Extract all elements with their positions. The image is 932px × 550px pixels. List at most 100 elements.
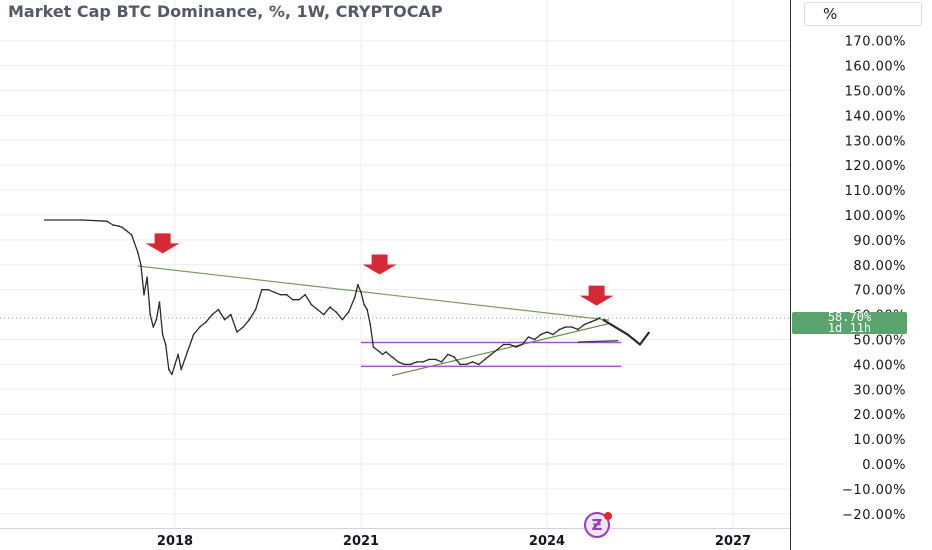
red-arrow-marker [145,233,180,254]
data-point [177,353,179,356]
notification-dot-icon [604,512,612,520]
data-point [360,291,362,294]
data-point [323,313,325,316]
data-point [211,313,213,316]
data-point [378,351,381,353]
data-point [564,326,567,328]
data-point [347,311,350,313]
data-point [230,313,232,316]
y-tick-label: 110.00% [845,184,906,199]
y-tick-label: 140.00% [845,109,906,124]
x-tick-label: 2027 [715,534,751,549]
data-point [381,353,384,356]
data-point [292,298,294,301]
data-point [267,288,269,291]
annotations [0,265,790,377]
data-point [434,358,437,361]
data-point [357,283,359,286]
data-point [571,326,573,328]
red-arrow-marker [579,285,614,306]
data-point [595,318,598,321]
data-point [248,318,251,321]
projection-flag-line [577,340,619,343]
data-point [279,293,282,296]
red-arrow-marker [362,254,397,275]
data-point [316,308,319,311]
y-tick-label: 20.00% [853,408,906,423]
data-point [298,298,300,301]
data-point [372,346,375,348]
data-point [304,293,307,296]
x-tick-label: 2018 [157,534,193,549]
data-point [589,321,592,323]
data-point [186,351,189,353]
data-point [341,318,344,321]
data-point [180,368,182,371]
data-point [137,251,139,254]
data-point [385,351,387,353]
y-tick-label: −10.00% [842,483,906,498]
data-point [164,343,167,346]
data-point [199,326,201,328]
data-point [236,331,238,333]
data-point [106,220,108,222]
data-point [440,361,443,363]
data-point [152,326,155,328]
data-point [118,225,120,227]
support-trendline [391,323,610,377]
data-point [143,293,145,296]
data-point [81,219,83,221]
data-point [124,229,127,231]
unit-button[interactable]: % [804,2,922,26]
y-tick-label: 150.00% [845,85,906,100]
y-tick-label: −20.00% [842,508,906,523]
y-tick-label: 170.00% [845,35,906,50]
data-point [130,234,133,236]
data-point [397,361,400,363]
data-point [161,333,164,336]
data-point [409,363,412,366]
current-price-label: 58.70% 1d 11h [792,310,907,334]
data-point [354,296,356,299]
data-point [403,363,406,366]
y-tick-label: 80.00% [853,259,906,274]
data-point [261,288,263,291]
data-point [310,303,313,306]
data-point [577,328,579,331]
data-point [509,343,511,346]
data-point [471,361,474,363]
data-point [254,308,257,311]
grid [0,0,790,528]
data-point [168,368,170,371]
data-point [583,323,585,326]
data-point [502,343,505,346]
data-point [484,358,486,361]
data-point [158,301,161,303]
y-tick-label: 10.00% [853,433,906,448]
data-point [335,311,338,313]
data-point [242,326,244,328]
data-point [192,333,195,336]
y-tick-label: 0.00% [862,458,906,473]
data-point [598,317,601,319]
data-point [515,346,517,348]
series [44,219,601,376]
data-point [478,363,480,366]
data-point [533,338,536,341]
data-point [546,331,548,333]
resistance-trendline [137,265,610,321]
red-arrow-markers [145,233,614,306]
data-point [273,291,276,294]
data-point [422,361,424,363]
y-tick-label: 70.00% [853,284,906,299]
current-value: 58.70% [827,310,872,324]
data-point [369,323,372,326]
y-tick-label: 130.00% [845,134,906,149]
y-tick-label: 90.00% [853,234,906,249]
tradingview-logo-icon[interactable]: Ƶ [584,512,610,538]
data-point [490,353,493,356]
y-tick-label: 100.00% [845,209,906,224]
y-tick-label: 160.00% [845,60,906,75]
